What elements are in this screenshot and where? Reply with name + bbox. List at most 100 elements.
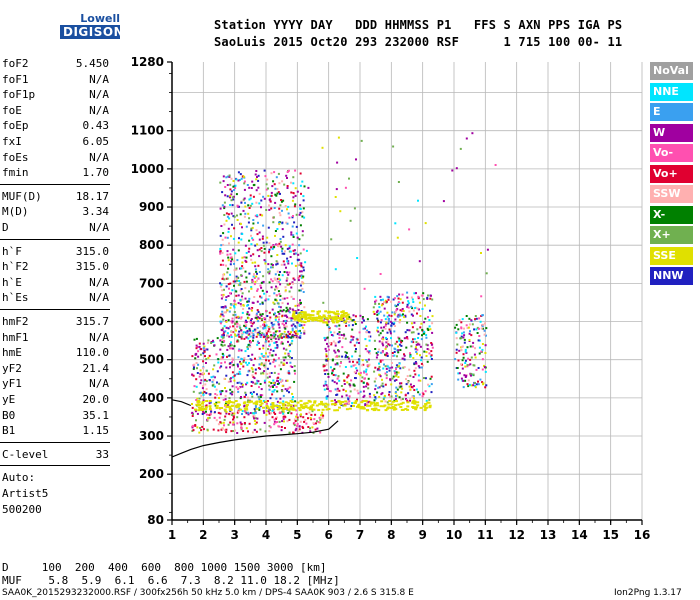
echo-point	[243, 396, 246, 398]
legend-nne-item: NNE	[650, 82, 693, 101]
echo-point	[332, 374, 335, 376]
echo-point	[246, 363, 249, 366]
echo-point	[254, 404, 257, 407]
echo-point	[262, 224, 265, 227]
echo-point	[241, 261, 244, 264]
x-tick-label: 5	[293, 528, 301, 542]
echo-point	[325, 397, 328, 400]
echo-point	[300, 270, 303, 273]
echo-point	[390, 395, 393, 398]
echo-point	[346, 317, 350, 320]
echo-point	[414, 361, 417, 363]
echo-point	[366, 329, 369, 332]
echo-point	[400, 382, 403, 385]
echo-point	[340, 316, 343, 319]
echo-point	[243, 422, 246, 424]
echo-point	[378, 340, 381, 343]
echo-point	[205, 392, 208, 395]
echo-point	[322, 321, 326, 324]
echo-point	[299, 316, 303, 319]
echo-point	[422, 393, 425, 396]
echo-point	[358, 360, 361, 363]
echo-point	[340, 385, 343, 387]
echo-point	[454, 358, 457, 361]
echo-point	[226, 253, 229, 256]
echo-point	[351, 319, 354, 322]
echo-point	[194, 408, 197, 411]
echo-point	[334, 363, 337, 366]
echo-point	[331, 372, 333, 375]
echo-point	[368, 339, 371, 342]
echo-point	[387, 298, 390, 301]
echo-point	[475, 328, 478, 331]
echo-point	[273, 423, 276, 426]
echo-point	[290, 405, 293, 408]
echo-point	[198, 431, 201, 434]
echo-point	[397, 181, 400, 183]
autoscale-line1: Auto:	[2, 471, 36, 485]
echo-point	[405, 346, 408, 349]
echo-point	[367, 383, 370, 386]
echo-point	[293, 334, 296, 337]
echo-point	[402, 310, 405, 312]
echo-point	[268, 208, 271, 211]
echo-point	[457, 328, 460, 331]
echo-point	[243, 180, 246, 183]
echo-point	[253, 417, 256, 420]
echo-point	[243, 337, 246, 340]
echo-point	[341, 314, 345, 317]
echo-point	[431, 322, 434, 325]
echo-point	[286, 177, 288, 179]
echo-point	[341, 395, 344, 398]
echo-point	[416, 401, 420, 404]
echo-point	[386, 295, 389, 298]
echo-point	[288, 391, 290, 394]
echo-point	[426, 298, 429, 300]
echo-point	[251, 332, 254, 335]
echo-point	[264, 430, 267, 433]
echo-point	[221, 289, 224, 292]
footer-muf-row: MUF 5.8 5.9 6.1 6.6 7.3 8.2 11.0 18.2 [M…	[2, 574, 340, 587]
echo-point	[349, 341, 352, 344]
echo-point	[409, 383, 412, 386]
echo-point	[251, 335, 254, 338]
echo-point	[229, 421, 232, 424]
echo-point	[287, 408, 291, 411]
echo-point	[388, 400, 392, 402]
echo-point	[465, 137, 468, 140]
echo-point	[478, 352, 481, 355]
echo-point	[271, 308, 274, 311]
echo-point	[242, 359, 245, 362]
echo-point	[322, 319, 325, 322]
echo-point	[230, 320, 233, 323]
echo-point	[254, 280, 257, 283]
echo-point	[352, 319, 355, 321]
echo-point	[354, 372, 357, 375]
echo-point	[267, 263, 270, 266]
echo-point	[249, 335, 252, 338]
echo-point	[192, 367, 195, 370]
echo-point	[244, 201, 246, 204]
param-value: N/A	[89, 330, 109, 344]
echo-point	[332, 334, 335, 337]
echo-point	[376, 404, 380, 407]
echo-point	[298, 244, 301, 247]
echo-point	[247, 370, 250, 373]
echo-point	[222, 354, 225, 357]
y-tick-label: 400	[139, 391, 164, 405]
echo-point	[260, 402, 264, 405]
echo-point	[227, 267, 230, 270]
echo-point	[289, 406, 293, 409]
echo-point	[252, 412, 255, 415]
echo-point	[252, 334, 255, 337]
echo-point	[295, 335, 298, 337]
echo-point	[269, 200, 272, 203]
echo-point	[285, 334, 288, 337]
echo-point	[374, 377, 377, 380]
echo-point	[247, 411, 249, 414]
echo-point	[197, 409, 201, 412]
echo-point	[461, 318, 464, 321]
echo-point	[301, 405, 305, 408]
echo-point	[293, 278, 296, 281]
echo-point	[223, 339, 226, 342]
